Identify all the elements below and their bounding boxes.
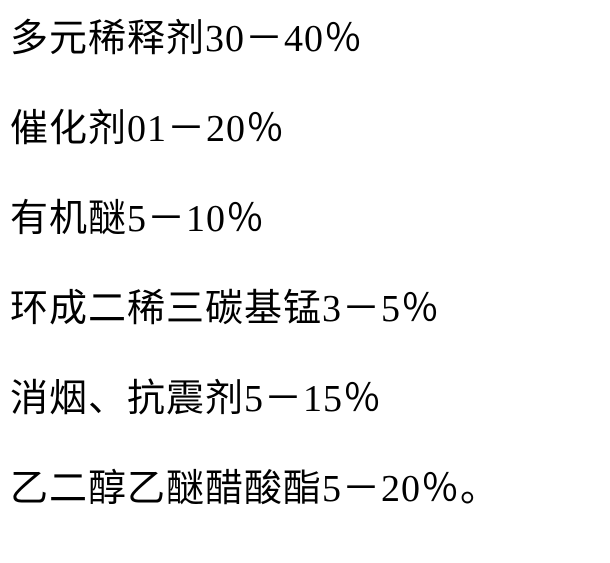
ingredient-line-3: 有机醚5－10％ bbox=[10, 200, 600, 238]
ingredient-line-4: 环成二稀三碳基锰3－5％ bbox=[10, 290, 600, 328]
ingredient-line-2: 催化剂01－20％ bbox=[10, 110, 600, 148]
ingredient-line-1: 多元稀释剂30－40％ bbox=[10, 20, 600, 58]
ingredient-line-5: 消烟、抗震剂5－15％ bbox=[10, 380, 600, 418]
ingredient-line-6: 乙二醇乙醚醋酸酯5－20％。 bbox=[10, 470, 600, 508]
